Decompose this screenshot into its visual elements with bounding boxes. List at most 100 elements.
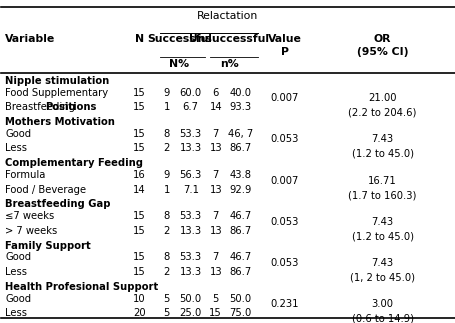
Text: 15: 15 bbox=[133, 253, 146, 263]
Text: 15: 15 bbox=[133, 102, 146, 112]
Text: (1, 2 to 45.0): (1, 2 to 45.0) bbox=[349, 273, 414, 283]
Text: 5: 5 bbox=[163, 294, 169, 304]
Text: 9: 9 bbox=[163, 170, 169, 180]
Text: 3.00: 3.00 bbox=[371, 299, 393, 309]
Text: 13: 13 bbox=[209, 267, 222, 277]
Text: 56.3: 56.3 bbox=[179, 170, 202, 180]
Text: Good: Good bbox=[5, 129, 31, 139]
Text: 0.007: 0.007 bbox=[270, 93, 298, 103]
Text: 40.0: 40.0 bbox=[229, 88, 251, 98]
Text: 15: 15 bbox=[209, 308, 222, 318]
Text: 5: 5 bbox=[212, 294, 218, 304]
Text: 16.71: 16.71 bbox=[367, 176, 396, 186]
Text: 0.231: 0.231 bbox=[270, 299, 298, 309]
Text: Value
P: Value P bbox=[267, 34, 301, 57]
Text: Food / Beverage: Food / Beverage bbox=[5, 185, 86, 195]
Text: 0.053: 0.053 bbox=[270, 134, 298, 144]
Text: 2: 2 bbox=[163, 267, 169, 277]
Text: 9: 9 bbox=[163, 88, 169, 98]
Text: OR
(95% CI): OR (95% CI) bbox=[356, 34, 407, 57]
Text: 93.3: 93.3 bbox=[229, 102, 251, 112]
Text: N%: N% bbox=[169, 58, 189, 68]
Text: 13.3: 13.3 bbox=[179, 143, 202, 153]
Text: 86.7: 86.7 bbox=[229, 143, 251, 153]
Text: 15: 15 bbox=[133, 129, 146, 139]
Text: 92.9: 92.9 bbox=[229, 185, 251, 195]
Text: 7.43: 7.43 bbox=[371, 134, 393, 144]
Text: Breastfeeding: Breastfeeding bbox=[5, 102, 78, 112]
Text: (1.2 to 45.0): (1.2 to 45.0) bbox=[351, 232, 413, 242]
Text: Successful: Successful bbox=[147, 34, 211, 44]
Text: (1.7 to 160.3): (1.7 to 160.3) bbox=[348, 190, 416, 200]
Text: 7: 7 bbox=[212, 129, 218, 139]
Text: Breastfeeding Gap: Breastfeeding Gap bbox=[5, 199, 111, 209]
Text: 7: 7 bbox=[212, 170, 218, 180]
Text: 21.00: 21.00 bbox=[368, 93, 396, 103]
Text: 75.0: 75.0 bbox=[229, 308, 251, 318]
Text: 13: 13 bbox=[209, 185, 222, 195]
Text: 53.3: 53.3 bbox=[179, 129, 202, 139]
Text: 7: 7 bbox=[212, 211, 218, 221]
Text: 7.1: 7.1 bbox=[182, 185, 198, 195]
Text: 50.0: 50.0 bbox=[229, 294, 251, 304]
Text: 46.7: 46.7 bbox=[229, 211, 251, 221]
Text: Health Profesional Support: Health Profesional Support bbox=[5, 282, 158, 292]
Text: ≤7 weeks: ≤7 weeks bbox=[5, 211, 54, 221]
Text: 25.0: 25.0 bbox=[179, 308, 202, 318]
Text: Mothers Motivation: Mothers Motivation bbox=[5, 117, 115, 127]
Text: (1.2 to 45.0): (1.2 to 45.0) bbox=[351, 149, 413, 159]
Text: Unsuccessful: Unsuccessful bbox=[189, 34, 269, 44]
Text: 15: 15 bbox=[133, 267, 146, 277]
Text: N: N bbox=[135, 34, 144, 44]
Text: Complementary Feeding: Complementary Feeding bbox=[5, 158, 143, 168]
Text: 6.7: 6.7 bbox=[182, 102, 198, 112]
Text: (0.6 to 14.9): (0.6 to 14.9) bbox=[351, 314, 413, 323]
Text: 8: 8 bbox=[163, 129, 169, 139]
Text: n%: n% bbox=[219, 58, 238, 68]
Text: Formula: Formula bbox=[5, 170, 46, 180]
Text: 0.053: 0.053 bbox=[270, 217, 298, 227]
Text: 8: 8 bbox=[163, 211, 169, 221]
Text: 14: 14 bbox=[133, 185, 145, 195]
Text: Less: Less bbox=[5, 267, 27, 277]
Text: 53.3: 53.3 bbox=[179, 253, 202, 263]
Text: 86.7: 86.7 bbox=[229, 226, 251, 236]
Text: 5: 5 bbox=[163, 308, 169, 318]
Text: Good: Good bbox=[5, 253, 31, 263]
Text: 13.3: 13.3 bbox=[179, 267, 202, 277]
Text: 15: 15 bbox=[133, 211, 146, 221]
Text: 0.007: 0.007 bbox=[270, 176, 298, 186]
Text: 15: 15 bbox=[133, 88, 146, 98]
Text: 8: 8 bbox=[163, 253, 169, 263]
Text: 15: 15 bbox=[133, 143, 146, 153]
Text: 13.3: 13.3 bbox=[179, 226, 202, 236]
Text: Relactation: Relactation bbox=[197, 11, 258, 21]
Text: 2: 2 bbox=[163, 226, 169, 236]
Text: Good: Good bbox=[5, 294, 31, 304]
Text: Variable: Variable bbox=[5, 34, 56, 44]
Text: 1: 1 bbox=[163, 185, 169, 195]
Text: 43.8: 43.8 bbox=[229, 170, 251, 180]
Text: Family Support: Family Support bbox=[5, 241, 91, 251]
Text: 6: 6 bbox=[212, 88, 218, 98]
Text: 7.43: 7.43 bbox=[371, 258, 393, 268]
Text: 10: 10 bbox=[133, 294, 145, 304]
Text: 46, 7: 46, 7 bbox=[228, 129, 253, 139]
Text: 46.7: 46.7 bbox=[229, 253, 251, 263]
Text: 15: 15 bbox=[133, 226, 146, 236]
Text: Positions: Positions bbox=[45, 102, 96, 112]
Text: 7: 7 bbox=[212, 253, 218, 263]
Text: 53.3: 53.3 bbox=[179, 211, 202, 221]
Text: 50.0: 50.0 bbox=[179, 294, 202, 304]
Text: Less: Less bbox=[5, 143, 27, 153]
Text: 13: 13 bbox=[209, 143, 222, 153]
Text: > 7 weeks: > 7 weeks bbox=[5, 226, 57, 236]
Text: 0.053: 0.053 bbox=[270, 258, 298, 268]
Text: 13: 13 bbox=[209, 226, 222, 236]
Text: Nipple stimulation: Nipple stimulation bbox=[5, 76, 109, 86]
Text: 1: 1 bbox=[163, 102, 169, 112]
Text: Food Supplementary: Food Supplementary bbox=[5, 88, 108, 98]
Text: (2.2 to 204.6): (2.2 to 204.6) bbox=[348, 108, 416, 118]
Text: 86.7: 86.7 bbox=[229, 267, 251, 277]
Text: 2: 2 bbox=[163, 143, 169, 153]
